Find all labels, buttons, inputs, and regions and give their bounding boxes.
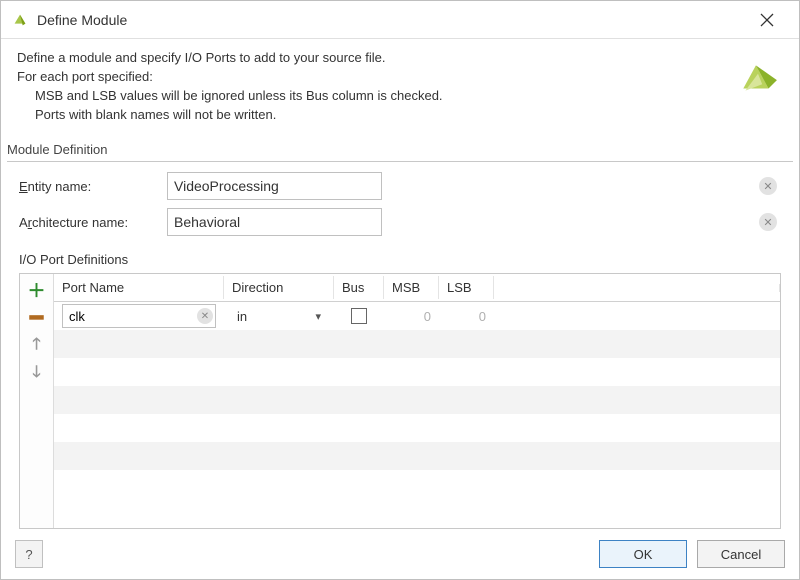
col-header-spacer [494,284,780,292]
titlebar: Define Module [1,1,799,39]
arrow-down-icon: 🡓 [32,361,40,388]
port-name-clear-button[interactable]: ✕ [197,308,213,324]
table-row [54,470,780,498]
direction-value: in [237,309,247,324]
help-icon: ? [25,547,32,562]
grid-header: Port Name Direction Bus MSB LSB [54,274,780,302]
clear-icon: ✕ [763,216,772,229]
table-row [54,414,780,442]
grid-rows: ✕ in ▾ [54,302,780,528]
architecture-name-input[interactable] [167,208,382,236]
ports-body: ＋ ━ 🡑 🡓 Port Name Direction Bus MSB [19,273,781,529]
move-up-button[interactable]: 🡑 [25,334,49,358]
ok-button[interactable]: OK [599,540,687,568]
table-row [54,442,780,470]
vivado-logo-icon [737,57,779,99]
move-down-button[interactable]: 🡓 [25,362,49,386]
window-title: Define Module [37,12,739,28]
bus-checkbox[interactable] [351,308,367,324]
intro-line-4: Ports with blank names will not be writt… [17,106,783,125]
table-row [54,330,780,358]
table-row [54,358,780,386]
intro-line-2: For each port specified: [17,68,783,87]
close-button[interactable] [747,5,787,35]
entity-name-label: Entity name: [19,179,159,194]
entity-name-input-wrap: ✕ [167,172,781,200]
section-divider [7,161,793,162]
intro-text: Define a module and specify I/O Ports to… [1,39,799,136]
ports-grid: Port Name Direction Bus MSB LSB ✕ [54,274,780,528]
clear-icon: ✕ [763,180,772,193]
col-header-name[interactable]: Port Name [54,276,224,299]
msb-value: 0 [424,309,431,324]
table-row[interactable]: ✕ in ▾ [54,302,780,330]
entity-clear-button[interactable]: ✕ [759,177,777,195]
minus-icon: ━ [30,313,43,323]
direction-select[interactable]: in ▾ [232,304,326,328]
chevron-down-icon: ▾ [315,310,321,323]
plus-icon: ＋ [28,277,46,303]
close-icon [760,13,774,27]
app-icon [11,11,29,29]
col-header-direction[interactable]: Direction [224,276,334,299]
delete-port-button[interactable]: ━ [25,306,49,330]
section-label: Module Definition [1,136,799,161]
architecture-name-input-wrap: ✕ [167,208,781,236]
help-button[interactable]: ? [15,540,43,568]
cancel-button[interactable]: Cancel [697,540,785,568]
table-row [54,386,780,414]
lsb-value: 0 [479,309,486,324]
architecture-clear-button[interactable]: ✕ [759,213,777,231]
entity-name-input[interactable] [167,172,382,200]
io-ports-label: I/O Port Definitions [1,248,799,273]
intro-line-3: MSB and LSB values will be ignored unles… [17,87,783,106]
col-header-msb[interactable]: MSB [384,276,439,299]
architecture-name-label: Architecture name: [19,215,159,230]
architecture-name-row: Architecture name: ✕ [19,208,781,236]
form-area: Entity name: ✕ Architecture name: ✕ [1,168,799,248]
arrow-up-icon: 🡑 [32,333,40,360]
dialog-footer: ? OK Cancel [1,529,799,579]
port-name-input[interactable] [62,304,216,328]
entity-name-row: Entity name: ✕ [19,172,781,200]
ports-toolbar: ＋ ━ 🡑 🡓 [20,274,54,528]
col-header-lsb[interactable]: LSB [439,276,494,299]
intro-line-1: Define a module and specify I/O Ports to… [17,49,783,68]
add-port-button[interactable]: ＋ [25,278,49,302]
cancel-label: Cancel [721,547,761,562]
clear-icon: ✕ [201,311,209,322]
define-module-dialog: Define Module Define a module and specif… [0,0,800,580]
col-header-bus[interactable]: Bus [334,276,384,299]
ok-label: OK [634,547,653,562]
ports-area: ＋ ━ 🡑 🡓 Port Name Direction Bus MSB [1,273,799,529]
